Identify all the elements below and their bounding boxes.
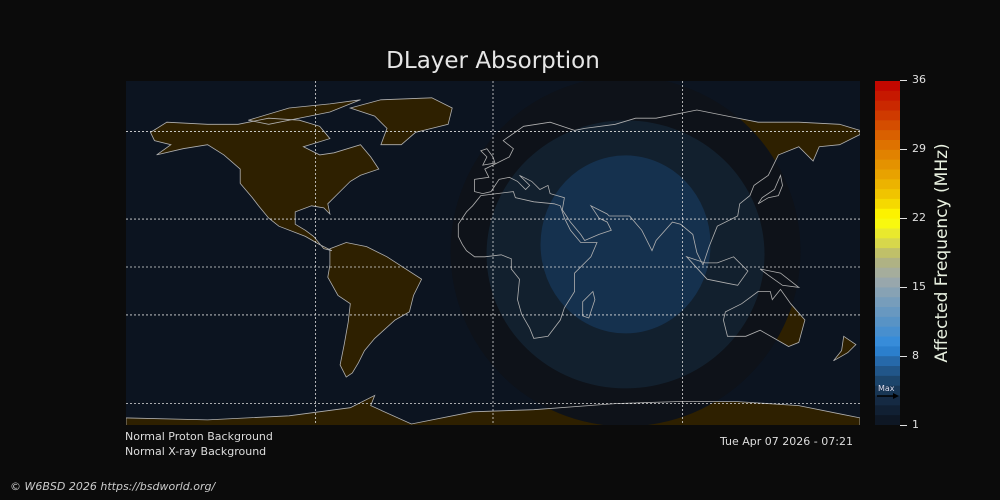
colorbar-segment: [875, 346, 900, 357]
land-arctic-islands: [248, 99, 361, 125]
colorbar-segment: [875, 366, 900, 377]
colorbar-segment: [875, 238, 900, 249]
colorbar-segment: [875, 277, 900, 288]
coastline-africa: [457, 191, 598, 339]
land-new-zealand: [833, 336, 856, 361]
colorbar-tick: 8: [900, 349, 919, 362]
colorbar-tick: 36: [900, 73, 926, 86]
colorbar-segment: [875, 100, 900, 112]
colorbar-segment: [875, 130, 900, 141]
colorbar-segment: [875, 81, 900, 92]
graticule: [126, 81, 860, 425]
colorbar-segment: [875, 218, 900, 230]
colorbar-segment: [875, 326, 900, 338]
max-marker-label: Max: [878, 384, 895, 393]
colorbar-segment: [875, 375, 900, 387]
map-title: DLayer Absorption: [386, 48, 600, 74]
colorbar-tick: 29: [900, 142, 926, 155]
colorbar-segment: [875, 139, 900, 151]
coastline-south-america: [327, 242, 423, 378]
colorbar-tick: 15: [900, 280, 926, 293]
absorption-level-3: [540, 155, 711, 334]
land-south-america: [327, 242, 422, 378]
colorbar-segment: [875, 189, 900, 200]
colorbar-segment: [875, 90, 900, 102]
coastline-japan: [757, 173, 783, 205]
colorbar-segment: [875, 179, 900, 190]
colorbar-segment: [875, 316, 900, 328]
colorbar-segment: [875, 356, 900, 367]
coastline-greenland: [348, 97, 453, 146]
colorbar-tick: 22: [900, 211, 926, 224]
colorbar-tick: 1: [900, 418, 919, 431]
coastlines: [126, 97, 860, 425]
colorbar-segment: [875, 149, 900, 161]
colorbar-segment: [875, 110, 900, 121]
max-arrow-icon: [877, 393, 899, 399]
colorbar-segment: [875, 336, 900, 347]
proton-status: Normal Proton Background: [125, 430, 273, 443]
colorbar-segment: [875, 198, 900, 210]
colorbar-segment: [875, 405, 900, 416]
colorbar-segment: [875, 159, 900, 171]
colorbar-segment: [875, 415, 900, 425]
coastline-antarctica: [126, 394, 860, 425]
colorbar-segment: [875, 228, 900, 239]
colorbar-segment: [875, 120, 900, 131]
absorption-zones: [450, 81, 801, 425]
colorbar-segment: [875, 395, 900, 406]
colorbar-segment: [875, 257, 900, 269]
colorbar-segment: [875, 297, 900, 308]
colorbar-label: Affected Frequency (MHz): [932, 143, 952, 363]
colorbar-segment: [875, 208, 900, 220]
land-greenland: [350, 97, 453, 145]
copyright-footer: © W6BSD 2026 https://bsdworld.org/: [10, 480, 216, 493]
colorbar-segment: [875, 248, 900, 259]
coastline-eurasia: [474, 109, 860, 267]
coastline-madagascar: [582, 290, 596, 319]
coastline-australia: [722, 288, 806, 347]
timestamp: Tue Apr 07 2026 - 07:21: [720, 435, 853, 448]
colorbar-segment: [875, 267, 900, 279]
coastline-north-america: [149, 117, 380, 252]
colorbar-segment: [875, 287, 900, 298]
coastline-new-zealand: [833, 335, 857, 362]
land-north-america: [150, 118, 379, 251]
coastline-indonesia: [685, 255, 749, 286]
colorbar: [875, 81, 900, 425]
xray-status: Normal X-ray Background: [125, 445, 267, 458]
coastline-new-guinea: [759, 268, 801, 288]
coastline-arctic-islands: [248, 99, 361, 125]
coastline-uk: [480, 148, 496, 166]
colorbar-segment: [875, 385, 900, 397]
world-map: [126, 81, 860, 425]
colorbar-segment: [875, 307, 900, 318]
colorbar-segment: [875, 169, 900, 180]
